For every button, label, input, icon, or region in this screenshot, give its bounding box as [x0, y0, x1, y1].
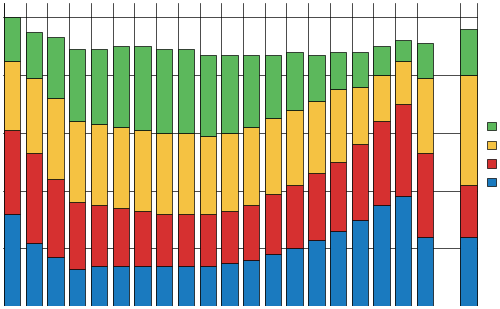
- Bar: [264, 118, 281, 193]
- Bar: [243, 260, 260, 306]
- Bar: [460, 237, 476, 306]
- Bar: [134, 266, 150, 306]
- Bar: [308, 101, 324, 173]
- Bar: [178, 133, 194, 214]
- Bar: [330, 231, 346, 306]
- Bar: [200, 214, 216, 266]
- Bar: [308, 240, 324, 306]
- Bar: [417, 43, 433, 78]
- Bar: [286, 185, 303, 248]
- Bar: [264, 55, 281, 118]
- Bar: [112, 208, 129, 266]
- Bar: [4, 214, 20, 306]
- Bar: [460, 75, 476, 185]
- Bar: [26, 243, 42, 306]
- Bar: [26, 153, 42, 243]
- Bar: [417, 237, 433, 306]
- Bar: [243, 127, 260, 205]
- Bar: [178, 266, 194, 306]
- Bar: [308, 55, 324, 101]
- Bar: [91, 124, 107, 205]
- Bar: [48, 98, 64, 179]
- Bar: [374, 46, 390, 75]
- Bar: [200, 266, 216, 306]
- Bar: [91, 49, 107, 124]
- Bar: [69, 202, 86, 269]
- Bar: [200, 55, 216, 136]
- Bar: [395, 197, 411, 306]
- Bar: [69, 49, 86, 121]
- Bar: [460, 29, 476, 75]
- Bar: [4, 61, 20, 130]
- Bar: [243, 205, 260, 260]
- Bar: [222, 211, 238, 263]
- Bar: [4, 17, 20, 61]
- Bar: [134, 130, 150, 211]
- Bar: [156, 49, 172, 133]
- Bar: [26, 78, 42, 153]
- Bar: [308, 173, 324, 240]
- Bar: [330, 162, 346, 231]
- Bar: [156, 266, 172, 306]
- Bar: [352, 144, 368, 219]
- Bar: [395, 104, 411, 197]
- Bar: [264, 254, 281, 306]
- Bar: [112, 127, 129, 208]
- Bar: [69, 269, 86, 306]
- Bar: [352, 52, 368, 87]
- Bar: [91, 266, 107, 306]
- Bar: [264, 193, 281, 254]
- Bar: [91, 205, 107, 266]
- Bar: [134, 46, 150, 130]
- Bar: [222, 263, 238, 306]
- Bar: [374, 121, 390, 205]
- Bar: [374, 75, 390, 121]
- Bar: [112, 266, 129, 306]
- Bar: [48, 37, 64, 98]
- Bar: [395, 40, 411, 61]
- Bar: [112, 46, 129, 127]
- Bar: [374, 205, 390, 306]
- Bar: [222, 133, 238, 211]
- Bar: [417, 78, 433, 153]
- Bar: [352, 219, 368, 306]
- Bar: [330, 90, 346, 162]
- Bar: [330, 52, 346, 90]
- Bar: [156, 214, 172, 266]
- Bar: [395, 61, 411, 104]
- Bar: [48, 257, 64, 306]
- Bar: [48, 179, 64, 257]
- Bar: [69, 121, 86, 202]
- Bar: [4, 130, 20, 214]
- Bar: [178, 214, 194, 266]
- Bar: [286, 110, 303, 185]
- Bar: [352, 87, 368, 144]
- Bar: [178, 49, 194, 133]
- Bar: [200, 136, 216, 214]
- Bar: [134, 211, 150, 266]
- Bar: [460, 185, 476, 237]
- Legend: , , , : , , ,: [488, 121, 498, 188]
- Bar: [222, 55, 238, 133]
- Bar: [26, 32, 42, 78]
- Bar: [243, 55, 260, 127]
- Bar: [417, 153, 433, 237]
- Bar: [286, 52, 303, 110]
- Bar: [286, 248, 303, 306]
- Bar: [156, 133, 172, 214]
